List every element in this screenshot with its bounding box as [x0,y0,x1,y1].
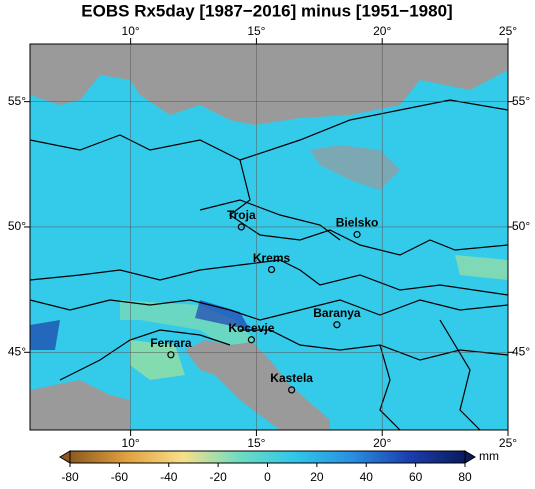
colorbar-tick-label: 80 [458,470,472,484]
colorbar-unit: mm [479,449,499,463]
map-title: EOBS Rx5day [1987−2016] minus [1951−1980… [81,1,452,20]
grid: 10° 10° 15° 15° 20° 20° 25° 25° 45° 45° 50° 50° 55° 5… [8,24,531,450]
y-tick-label: 50° [8,219,26,233]
x-tick-label: 15° [247,436,265,450]
place-label: Kastela [270,371,313,385]
colorbar-tick-label: 20 [310,470,324,484]
y-tick-label: 50° [512,219,530,233]
x-tick-label: 25° [499,436,517,450]
place-label: Kocevje [228,321,274,335]
y-tick-label: 55° [512,94,530,108]
x-tick-label: 20° [373,436,391,450]
colorbar-low-end [59,450,71,464]
place-label: Bielsko [336,216,379,230]
place-label: Troja [227,208,256,222]
place-marker [353,230,361,239]
x-tick-label: 20° [373,24,391,38]
x-tick-label: 10° [122,436,140,450]
colorbar-tick-label: -80 [61,470,79,484]
colorbar-tick-label: 40 [360,470,374,484]
colorbar-tick-label: -60 [111,470,129,484]
y-tick-label: 45° [512,344,530,358]
x-tick-label: 15° [247,24,265,38]
places: Troja Bielsko Krems Kocevje Ferrara Baranya Ka… [150,208,379,394]
place-label: Ferrara [150,336,192,350]
colorbar-tick-label: -40 [160,470,178,484]
colorbar-tick-label: -20 [209,470,227,484]
map-field [30,44,508,430]
place-marker [333,321,341,329]
place-label: Baranya [313,306,361,320]
colorbar-tick-label: 0 [264,470,271,484]
colorbar: -80 -60 -40 -20 0 20 40 60 80 mm [59,449,499,484]
x-tick-label: 10° [122,24,140,38]
place-marker [288,386,296,394]
y-tick-label: 55° [8,94,26,108]
y-tick-label: 45° [8,344,26,358]
place-label: Krems [253,251,291,265]
place-marker [247,336,255,344]
place-marker [267,265,276,274]
colorbar-tick-label: 60 [409,470,423,484]
place-marker [167,351,175,359]
colorbar-high-end [464,450,476,464]
map-frame [29,43,509,431]
colorbar-scale [69,450,466,464]
x-tick-label: 25° [499,24,517,38]
place-marker [237,223,245,231]
